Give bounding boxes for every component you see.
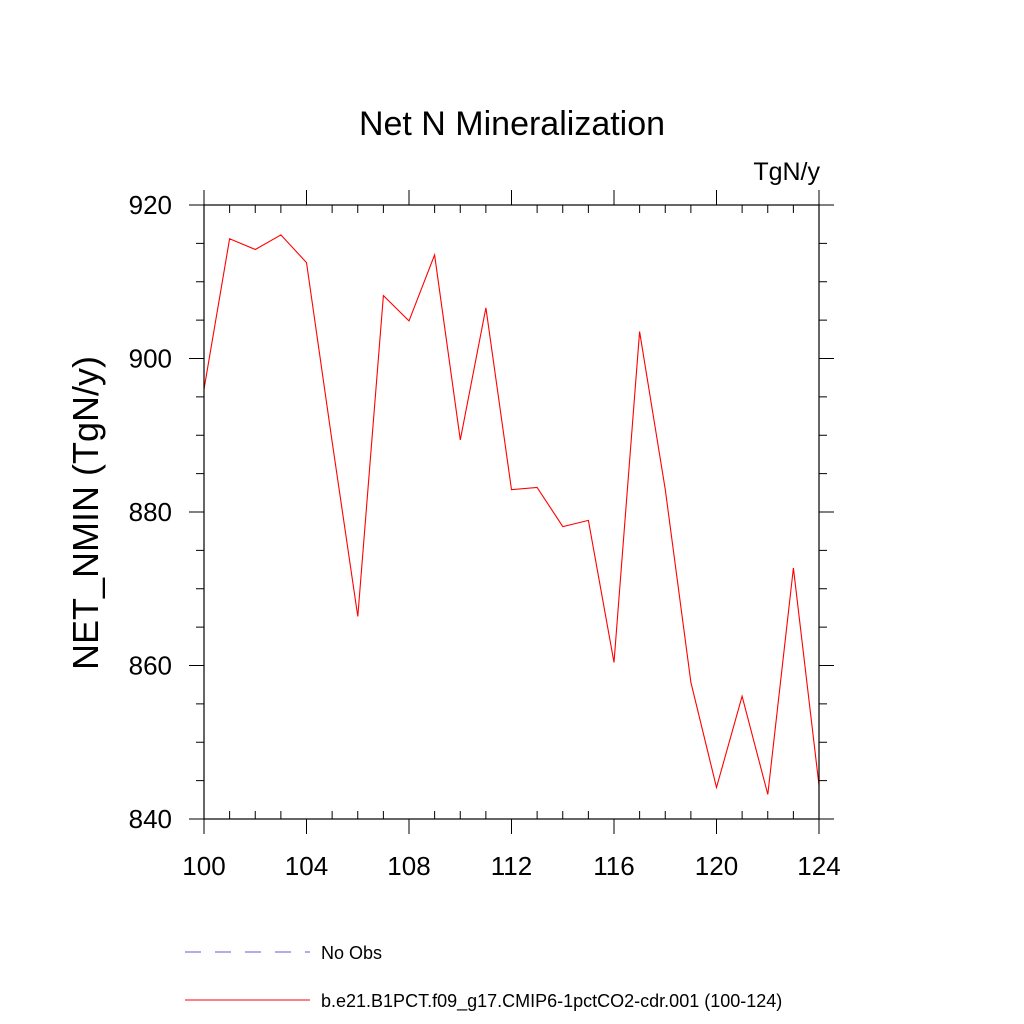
x-tick-label: 120 (695, 851, 738, 881)
y-tick-label: 900 (129, 344, 172, 374)
legend-label-model: b.e21.B1PCT.f09_g17.CMIP6-1pctCO2-cdr.00… (321, 991, 782, 1012)
chart-title: Net N Mineralization (359, 105, 665, 143)
plot-frame (203, 204, 820, 820)
legend: No Obs b.e21.B1PCT.f09_g17.CMIP6-1pctCO2… (185, 943, 782, 1012)
x-tick-label: 116 (593, 851, 634, 881)
x-tick-labels: 100 104 108 112 116 120 124 (182, 851, 840, 881)
y-tick-label: 860 (129, 651, 172, 681)
x-tick-label: 108 (387, 851, 430, 881)
series-layer (203, 234, 820, 795)
x-tick-label: 100 (182, 851, 225, 881)
units-label: TgN/y (753, 158, 820, 186)
y-tick-labels: 840 860 880 900 920 (129, 190, 172, 834)
series-line (203, 234, 820, 795)
y-tick-label: 880 (129, 497, 172, 527)
x-tick-label: 124 (797, 851, 840, 881)
y-tick-label: 920 (129, 190, 172, 220)
legend-label-no-obs: No Obs (321, 943, 382, 963)
x-tick-label: 104 (285, 851, 328, 881)
y-tick-label: 840 (129, 804, 172, 834)
y-axis-label: NET_NMIN (TgN/y) (65, 356, 106, 670)
x-tick-label: 112 (491, 851, 532, 881)
axis-ticks (189, 190, 834, 834)
